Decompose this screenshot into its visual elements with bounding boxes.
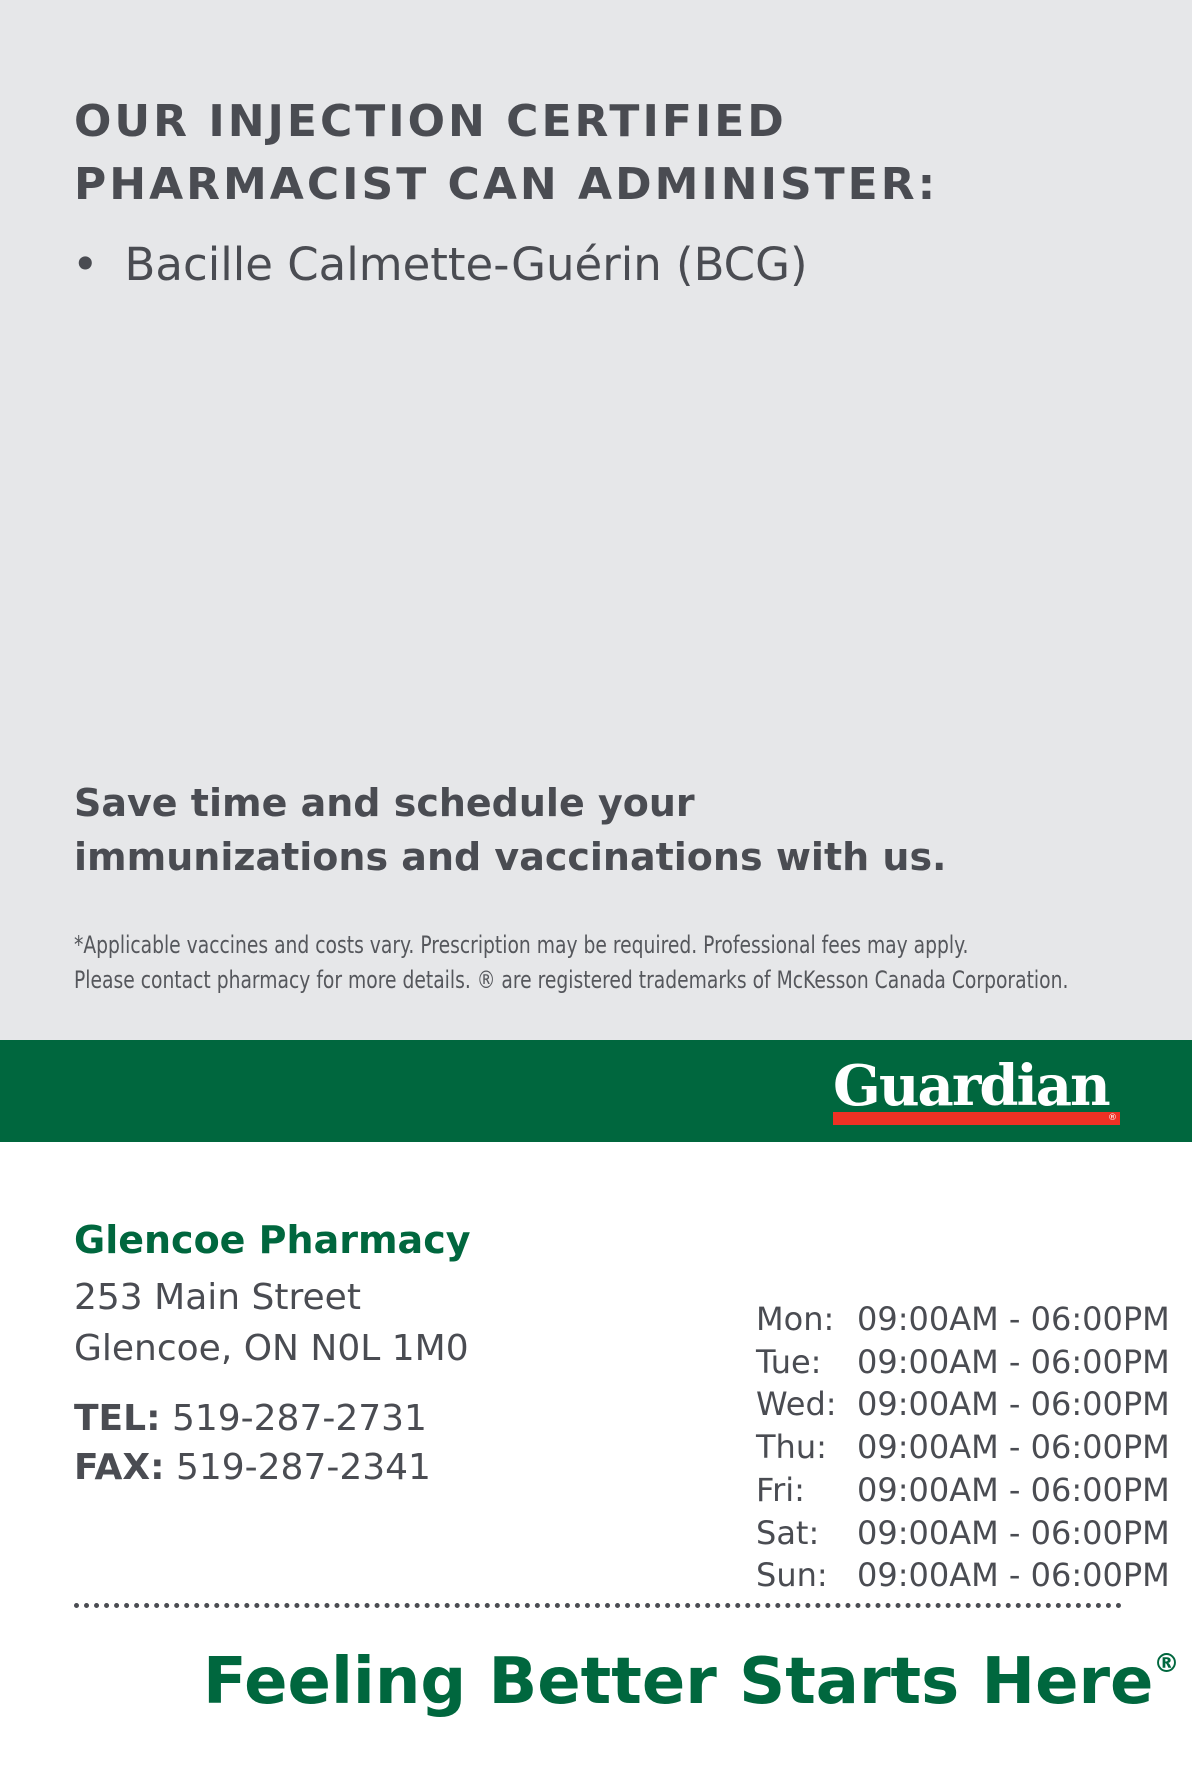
hours-row: Wed: 09:00AM - 06:00PM	[756, 1383, 1170, 1426]
disclaimer-line: Please contact pharmacy for more details…	[74, 966, 1069, 994]
services-heading: OUR INJECTION CERTIFIED PHARMACIST CAN A…	[74, 90, 938, 216]
time: 09:00AM - 06:00PM	[857, 1470, 1170, 1509]
day: Fri:	[756, 1470, 805, 1509]
logo-underline: ®	[833, 1112, 1120, 1125]
service-name: Bacille Calmette-Guérin (BCG)	[124, 238, 808, 291]
pharmacy-name: Glencoe Pharmacy	[74, 1218, 471, 1262]
services-panel	[0, 0, 1192, 1040]
hours-row: Sat: 09:00AM - 06:00PM	[756, 1512, 1170, 1555]
logo-wordmark: Guardian	[833, 1053, 1111, 1119]
day: Mon:	[756, 1300, 835, 1338]
promo-line: immunizations and vaccinations with us.	[74, 835, 947, 879]
fax: FAX: 519-287-2341	[74, 1443, 431, 1492]
telephone: TEL: 519-287-2731	[74, 1394, 431, 1443]
day: Thu:	[756, 1428, 827, 1467]
slogan-text: Feeling Better Starts Here	[203, 1645, 1154, 1719]
address-street: 253 Main Street	[74, 1277, 361, 1318]
day: Wed:	[756, 1385, 837, 1424]
store-hours: Mon: 09:00AM - 06:00PM Tue: 09:00AM - 06:0…	[756, 1298, 1170, 1597]
pharmacy-address: 253 Main Street Glencoe, ON N0L 1M0	[74, 1272, 469, 1374]
slogan: Feeling Better Starts Here®	[203, 1645, 1179, 1719]
disclaimer-line: *Applicable vaccines and costs vary. Pre…	[74, 931, 969, 959]
address-city: Glencoe, ON N0L 1M0	[74, 1328, 469, 1369]
fax-label: FAX:	[74, 1447, 165, 1488]
hours-row: Thu: 09:00AM - 06:00PM	[756, 1426, 1170, 1469]
day: Sun:	[756, 1556, 828, 1595]
hours-row: Tue: 09:00AM - 06:00PM	[756, 1341, 1170, 1384]
tel-number: 519-287-2731	[171, 1398, 427, 1439]
time: 09:00AM - 06:00PM	[857, 1513, 1170, 1552]
tel-label: TEL:	[74, 1398, 161, 1439]
fax-number: 519-287-2341	[175, 1447, 431, 1488]
registered-mark: ®	[1153, 1649, 1180, 1679]
brand-band	[0, 1040, 1192, 1142]
dotted-divider	[74, 1603, 1122, 1608]
time: 09:00AM - 06:00PM	[857, 1428, 1170, 1467]
hours-row: Fri: 09:00AM - 06:00PM	[756, 1469, 1170, 1512]
day: Tue:	[756, 1342, 822, 1381]
hours-row: Mon: 09:00AM - 06:00PM	[756, 1298, 1170, 1341]
service-list-item: • Bacille Calmette-Guérin (BCG)	[72, 238, 808, 291]
time: 09:00AM - 06:00PM	[857, 1300, 1170, 1338]
disclaimer: *Applicable vaccines and costs vary. Pre…	[74, 928, 1068, 998]
time: 09:00AM - 06:00PM	[857, 1556, 1170, 1595]
bullet-icon: •	[72, 238, 99, 291]
time: 09:00AM - 06:00PM	[857, 1342, 1170, 1381]
heading-line: OUR INJECTION CERTIFIED	[74, 96, 787, 147]
guardian-logo: Guardian ®	[833, 1053, 1120, 1125]
registered-mark: ®	[1108, 1113, 1117, 1123]
promo-line: Save time and schedule your	[74, 781, 695, 825]
heading-line: PHARMACIST CAN ADMINISTER:	[74, 159, 939, 210]
promo-text: Save time and schedule your immunization…	[74, 776, 947, 884]
pharmacy-contact: TEL: 519-287-2731 FAX: 519-287-2341	[74, 1394, 431, 1492]
day: Sat:	[756, 1513, 820, 1552]
time: 09:00AM - 06:00PM	[857, 1385, 1170, 1424]
hours-row: Sun: 09:00AM - 06:00PM	[756, 1554, 1170, 1597]
